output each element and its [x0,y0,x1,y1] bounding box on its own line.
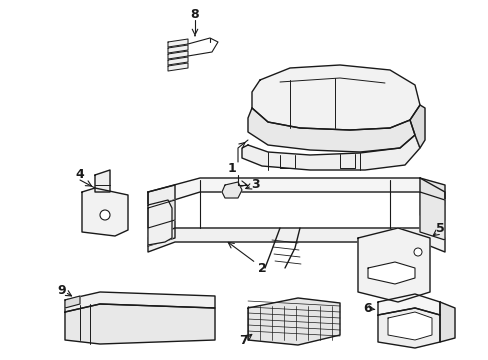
Polygon shape [247,298,339,345]
Polygon shape [419,192,444,240]
Text: 9: 9 [58,284,66,297]
Polygon shape [168,57,187,65]
Polygon shape [168,63,187,71]
Polygon shape [377,294,439,315]
Polygon shape [82,188,128,236]
Polygon shape [65,292,215,312]
Circle shape [413,248,421,256]
Text: 8: 8 [190,9,199,22]
Text: 2: 2 [257,261,266,274]
Polygon shape [148,200,175,228]
Polygon shape [65,296,80,308]
Polygon shape [222,182,242,198]
Polygon shape [168,39,187,47]
Polygon shape [367,262,414,284]
Polygon shape [148,185,175,246]
Text: 3: 3 [250,179,259,192]
Polygon shape [247,108,414,152]
Polygon shape [148,200,172,245]
Text: 7: 7 [238,333,247,346]
Polygon shape [168,51,187,59]
Polygon shape [65,304,215,344]
Polygon shape [377,308,439,348]
Polygon shape [148,178,444,208]
Polygon shape [251,65,419,130]
Polygon shape [409,105,424,148]
Polygon shape [95,170,110,192]
Text: 1: 1 [227,162,236,175]
Polygon shape [168,45,187,53]
Polygon shape [357,228,429,302]
Circle shape [100,210,110,220]
Polygon shape [439,302,454,342]
Text: 4: 4 [76,168,84,181]
Text: 6: 6 [363,302,371,315]
Polygon shape [387,312,431,340]
Polygon shape [419,178,444,220]
Text: 5: 5 [435,221,444,234]
Polygon shape [148,228,444,252]
Polygon shape [242,135,419,170]
